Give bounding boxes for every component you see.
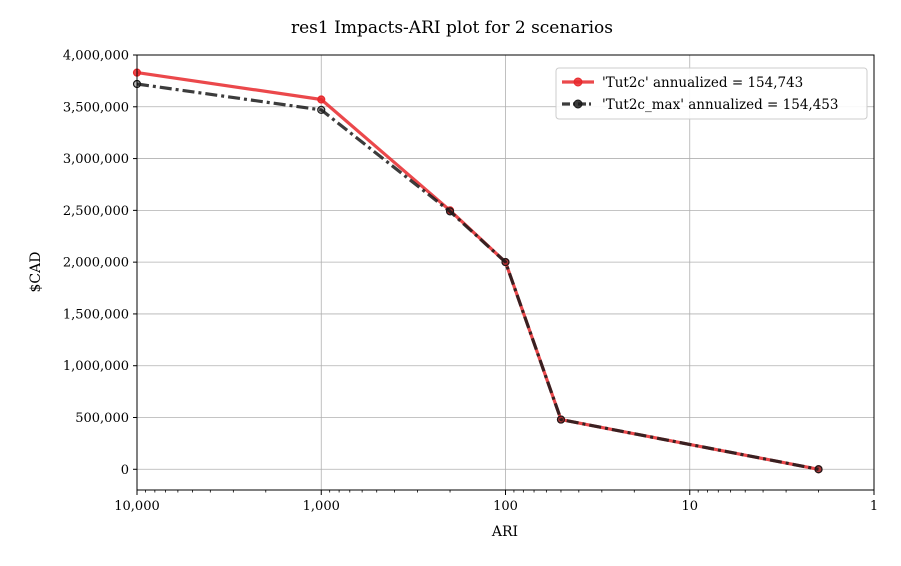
y-tick-label: 1,000,000 bbox=[63, 359, 129, 374]
data-point bbox=[317, 95, 326, 104]
chart-title: res1 Impacts-ARI plot for 2 scenarios bbox=[291, 18, 613, 38]
y-tick-label: 2,500,000 bbox=[63, 204, 129, 219]
legend-label: 'Tut2c' annualized = 154,743 bbox=[602, 75, 803, 91]
data-point bbox=[501, 258, 510, 267]
y-tick-label: 1,500,000 bbox=[63, 307, 129, 322]
data-point bbox=[556, 415, 566, 424]
data-point bbox=[814, 465, 823, 474]
y-tick-label: 500,000 bbox=[75, 411, 129, 426]
y-tick-label: 2,000,000 bbox=[63, 256, 129, 271]
y-axis: 0 500,000 1,000,000 1,500,000 2,000,000 2,500… bbox=[63, 49, 137, 478]
y-tick-label: 3,500,000 bbox=[63, 100, 129, 115]
legend-marker bbox=[573, 77, 583, 87]
legend-marker bbox=[573, 99, 583, 109]
grid-lines bbox=[136, 54, 875, 490]
x-tick-label: 1 bbox=[870, 499, 878, 514]
x-axis-title: ARI bbox=[491, 524, 518, 540]
x-tick-label: 10 bbox=[681, 499, 698, 514]
x-tick-label: 10,000 bbox=[114, 499, 160, 514]
legend-label: 'Tut2c_max' annualized = 154,453 bbox=[602, 97, 838, 113]
y-tick-label: 0 bbox=[121, 463, 129, 478]
y-tick-label: 3,000,000 bbox=[63, 152, 129, 167]
data-point bbox=[317, 105, 326, 114]
series-1 bbox=[132, 68, 823, 474]
legend: 'Tut2c' annualized = 154,743 'Tut2c_max' … bbox=[555, 67, 868, 120]
legend-box bbox=[555, 67, 868, 120]
y-axis-title: $CAD bbox=[28, 252, 44, 293]
plot-series bbox=[132, 68, 823, 474]
data-point bbox=[445, 207, 455, 216]
x-tick-label: 1,000 bbox=[303, 499, 340, 514]
series-2 bbox=[132, 79, 823, 474]
y-tick-label: 4,000,000 bbox=[63, 49, 129, 64]
x-tick-label: 100 bbox=[493, 499, 518, 514]
series-line bbox=[136, 82, 819, 471]
series-line bbox=[136, 71, 819, 471]
x-axis: 10,000 1,000 100 10 1 bbox=[114, 490, 878, 514]
